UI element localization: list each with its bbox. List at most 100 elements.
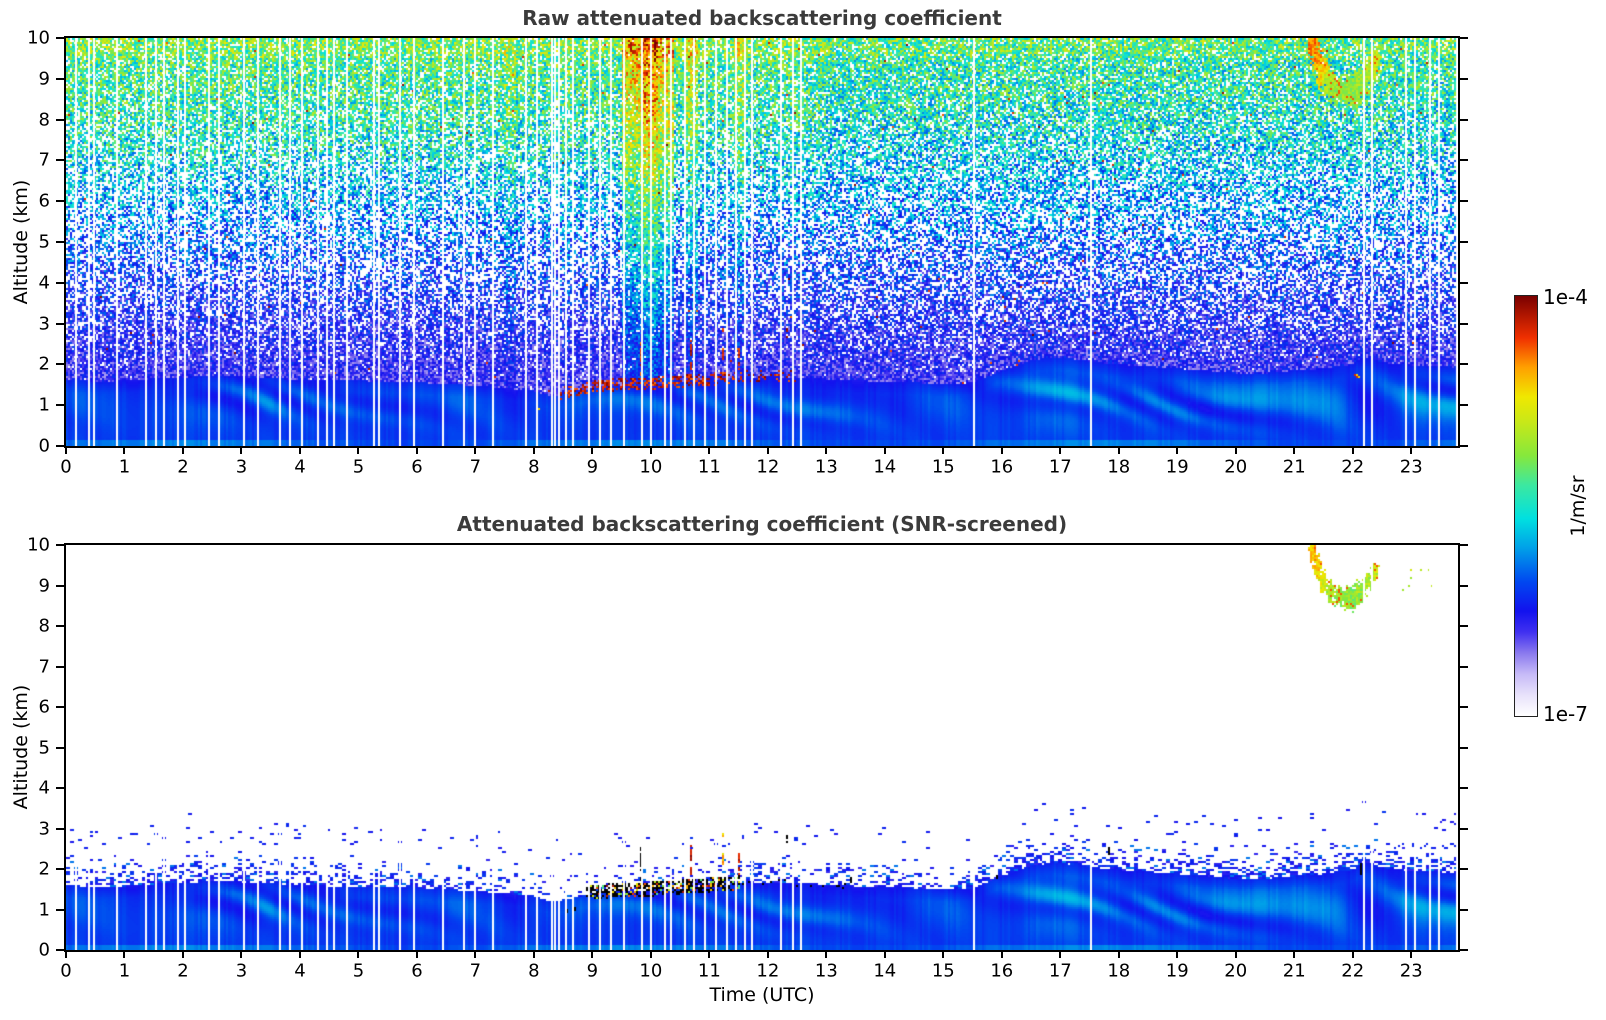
x-tick [181,446,184,454]
y-tick-right [1460,665,1468,668]
y-tick-label: 6 [38,696,50,718]
y-tick-right [1460,827,1468,830]
x-tick [1059,446,1062,454]
x-tick-label: 16 [990,960,1014,982]
y-tick-right [1460,363,1468,366]
y-tick-right [1460,625,1468,627]
y-tick [56,77,64,80]
x-tick [1059,950,1062,958]
y-tick-label: 2 [38,858,50,880]
x-tick-label: 5 [352,456,365,478]
x-tick [240,446,243,454]
y-tick [56,445,64,447]
x-tick-label: 22 [1341,960,1365,982]
y-tick-label: 4 [38,272,50,294]
y-tick-right [1460,281,1468,284]
y-tick-right [1460,706,1468,708]
y-tick [56,787,64,789]
y-tick-label: 7 [38,656,50,677]
y-tick-right [1460,908,1468,911]
y-tick-right [1460,787,1468,789]
y-tick-label: 9 [38,68,50,90]
x-tick-label: 9 [586,960,599,982]
y-tick-right [1460,118,1468,121]
y-tick [56,404,64,407]
y-tick [56,200,64,203]
colorbar-gradient [1515,296,1537,716]
x-tick [1176,950,1179,958]
x-tick-label: 10 [639,456,663,478]
x-tick-label: 0 [60,456,72,478]
x-tick-label: 6 [411,960,423,982]
y-tick-right [1460,37,1468,39]
x-tick [1410,446,1413,454]
colorbar [1514,295,1538,717]
y-tick [56,949,64,951]
y-tick [56,322,64,325]
raw-heatmap-canvas [66,38,1458,446]
y-tick-right [1460,746,1468,749]
screened-panel-plot [64,543,1460,952]
x-tick [240,950,243,958]
colorbar-max-label: 1e-4 [1543,285,1588,309]
y-tick [56,241,64,243]
x-tick [766,446,769,454]
x-tick [766,950,769,958]
y-tick-label: 7 [38,149,50,171]
x-tick [591,950,594,958]
x-tick-label: 1 [118,456,131,478]
x-tick [123,950,126,958]
x-tick [357,446,360,454]
screened-ylabel: Altitude (km) [10,684,32,810]
y-tick-right [1460,77,1468,80]
y-tick [56,118,64,121]
x-tick-label: 2 [177,960,189,982]
y-tick-right [1460,159,1468,162]
y-tick-right [1460,544,1468,546]
x-tick-label: 18 [1107,960,1131,982]
y-tick [56,706,64,708]
x-tick [708,446,711,454]
x-tick [65,950,67,958]
y-tick-label: 5 [38,231,50,253]
x-tick [883,950,886,958]
x-tick-label: 23 [1399,960,1423,982]
y-tick-right [1460,584,1468,587]
y-tick [56,908,64,911]
y-tick-right [1460,404,1468,407]
y-tick-label: 9 [38,575,50,596]
x-tick [942,446,945,454]
x-tick-label: 18 [1107,456,1131,478]
raw-panel-title: Raw attenuated backscattering coefficien… [522,6,1002,30]
x-tick-label: 9 [586,456,599,478]
y-tick [56,625,64,627]
x-tick-label: 7 [469,456,482,478]
x-tick [1351,950,1354,958]
x-tick-label: 12 [756,960,780,982]
x-tick-label: 6 [411,456,423,478]
y-tick-label: 2 [38,353,50,375]
x-tick-label: 16 [990,456,1014,478]
x-tick-label: 19 [1165,960,1189,982]
x-tick-label: 13 [814,960,838,982]
y-tick-label: 1 [38,394,50,416]
x-axis-label: Time (UTC) [709,984,815,1006]
y-tick [56,584,64,587]
x-tick [357,950,360,958]
colorbar-min-label: 1e-7 [1543,702,1588,726]
y-tick [56,544,64,546]
y-tick-label: 8 [38,109,50,131]
x-tick-label: 19 [1165,456,1189,478]
x-tick-label: 3 [235,456,248,478]
y-tick-label: 10 [27,534,50,556]
x-tick [1176,446,1179,454]
raw-panel-plot [64,36,1460,448]
x-tick [181,950,184,958]
colorbar-unit-label: 1/m/sr [1567,475,1589,537]
y-tick [56,827,64,830]
x-tick-label: 2 [177,456,189,478]
y-tick [56,281,64,284]
x-tick-label: 8 [528,456,540,478]
x-tick [532,950,535,958]
y-tick-right [1460,322,1468,325]
